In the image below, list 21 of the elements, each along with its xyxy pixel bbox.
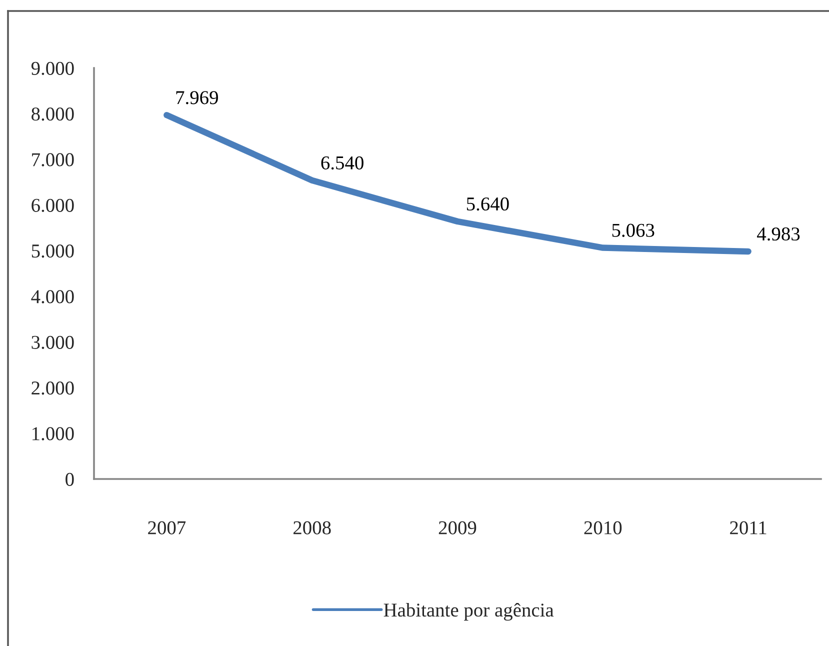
- data-label: 6.540: [321, 156, 364, 170]
- y-tick-label: 4.000: [31, 290, 74, 304]
- y-tick-label: 1.000: [32, 427, 74, 440]
- data-label: 7.969: [176, 91, 218, 104]
- y-tick-label: 0: [66, 472, 74, 486]
- y-tick-label: 9.000: [31, 62, 74, 76]
- y-tick-label: 6.000: [32, 198, 74, 212]
- data-label: 5.640: [466, 197, 509, 211]
- x-tick-label: 2009: [438, 521, 476, 534]
- data-label: 4.983: [757, 227, 800, 241]
- y-tick-label: 2.000: [32, 381, 74, 395]
- x-tick-label: 2010: [584, 521, 622, 534]
- x-tick-label: 2011: [730, 521, 766, 534]
- y-tick-label: 3.000: [32, 336, 74, 350]
- legend-label: Habitante por agência: [384, 602, 554, 621]
- y-tick-label: 7.000: [32, 153, 74, 166]
- x-tick-label: 2007: [148, 521, 186, 534]
- y-tick-label: 8.000: [32, 107, 74, 121]
- data-label: 5.063: [612, 224, 654, 237]
- y-tick-label: 5.000: [32, 244, 74, 258]
- x-tick-label: 2008: [294, 521, 331, 534]
